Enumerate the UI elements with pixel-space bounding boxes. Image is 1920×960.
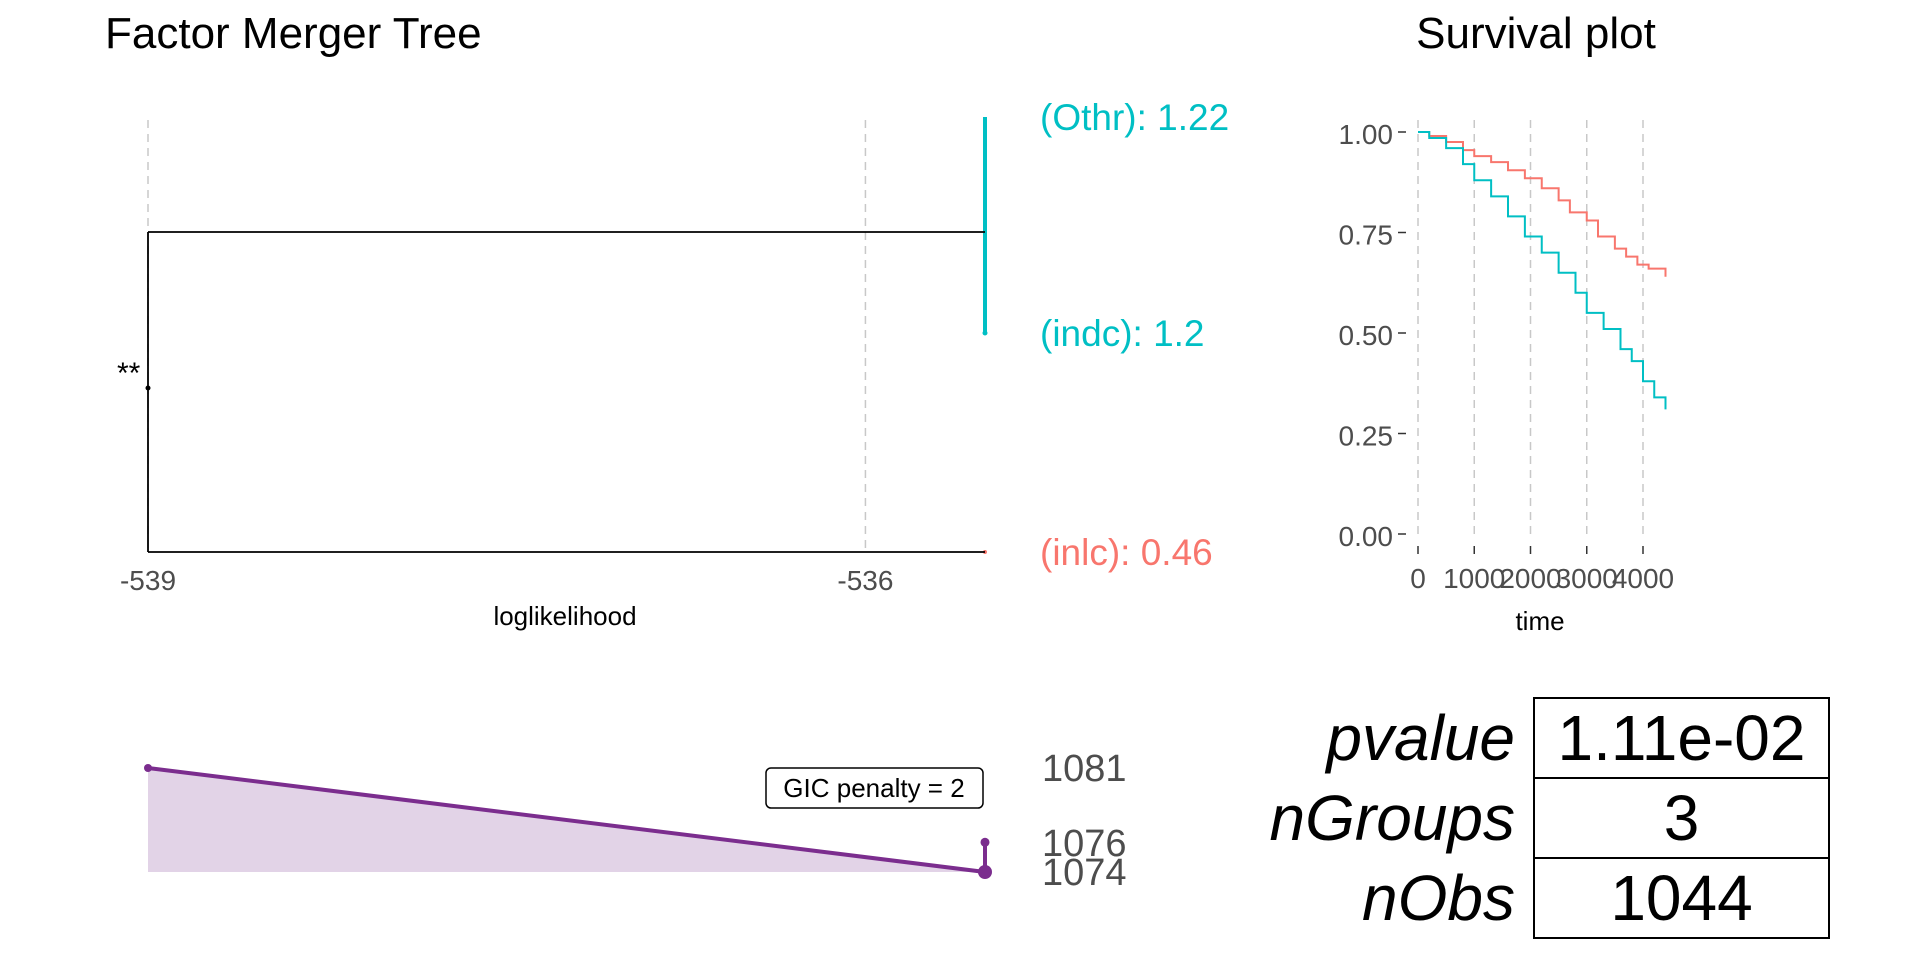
survival-x-tick-label: 4000 bbox=[1612, 563, 1674, 594]
tree-leaf-labels: (Othr): 1.22 (indc): 1.2 (inlc): 0.46 bbox=[1040, 97, 1229, 573]
tree-x-axis: -539 -536 bbox=[120, 565, 893, 596]
stats-row-label: nObs bbox=[1362, 862, 1515, 934]
significance-annotation: ** bbox=[117, 357, 141, 390]
stats-cell bbox=[1533, 697, 1830, 779]
stats-row-value: 1.11e-02 bbox=[1558, 702, 1806, 774]
survival-x-tick-label: 0 bbox=[1410, 563, 1426, 594]
survival-x-tick-label: 3000 bbox=[1556, 563, 1618, 594]
gic-penalty-text: GIC penalty = 2 bbox=[783, 773, 964, 803]
gic-point bbox=[144, 764, 152, 772]
gic-point bbox=[980, 837, 990, 847]
survival-x-tick-label: 1000 bbox=[1443, 563, 1505, 594]
stats-row-value: 3 bbox=[1664, 782, 1700, 854]
gic-y-label: 1076 bbox=[1042, 823, 1127, 865]
stats-cell bbox=[1533, 857, 1830, 939]
tree-leaf-label: (Othr): 1.22 bbox=[1040, 97, 1229, 138]
survival-curves bbox=[1418, 131, 1667, 410]
survival-y-tick-label: 0.00 bbox=[1339, 521, 1394, 552]
stats-row-label: nGroups bbox=[1270, 782, 1515, 854]
survival-curve bbox=[1418, 131, 1667, 277]
merger-tree-title: Factor Merger Tree bbox=[105, 9, 482, 58]
survival-y-tick-label: 0.75 bbox=[1339, 220, 1394, 251]
tree-x-tick-label: -536 bbox=[837, 565, 893, 596]
tree-leaf-label: (indc): 1.2 bbox=[1040, 313, 1205, 354]
survival-x-axis-title: time bbox=[1515, 606, 1564, 636]
tree-leaf-point bbox=[982, 330, 988, 336]
survival-panel: Survival plot 0.00 0.25 0.50 0.75 1.00 0 10002… bbox=[1339, 9, 1675, 636]
survival-x-tick-label: 2000 bbox=[1499, 563, 1561, 594]
gic-y-label: 1081 bbox=[1042, 748, 1127, 790]
merger-tree-panel: Factor Merger Tree -539 -536 loglikelihoo… bbox=[105, 9, 1229, 631]
tree-x-axis-title: loglikelihood bbox=[493, 601, 636, 631]
survival-y-tick-label: 0.25 bbox=[1339, 421, 1394, 452]
gic-penalty-box bbox=[765, 767, 984, 809]
tree-gridlines bbox=[147, 120, 867, 550]
gic-y-label: 1074 bbox=[1042, 852, 1127, 894]
survival-curve bbox=[1418, 131, 1667, 410]
gic-penalty-label: GIC penalty = 2 bbox=[765, 767, 984, 809]
gic-point bbox=[978, 865, 992, 879]
stats-row-value: 1044 bbox=[1610, 862, 1752, 934]
tree-x-tick-label: -539 bbox=[120, 565, 176, 596]
tree-leaf-label: (inlc): 0.46 bbox=[1040, 532, 1213, 573]
stats-table: pvalue 1.11e-02 nGroups 3 nObs 1044 bbox=[1270, 697, 1830, 939]
gic-line bbox=[147, 766, 986, 874]
survival-title: Survival plot bbox=[1416, 9, 1656, 58]
gic-marks bbox=[144, 764, 992, 879]
survival-y-tick-label: 0.50 bbox=[1339, 320, 1394, 351]
stats-row-label: pvalue bbox=[1324, 702, 1515, 774]
survival-y-tick-label: 1.00 bbox=[1339, 119, 1394, 150]
tree-root-point bbox=[145, 385, 151, 391]
survival-gridlines bbox=[1417, 120, 1644, 540]
tree-branches bbox=[145, 117, 988, 554]
